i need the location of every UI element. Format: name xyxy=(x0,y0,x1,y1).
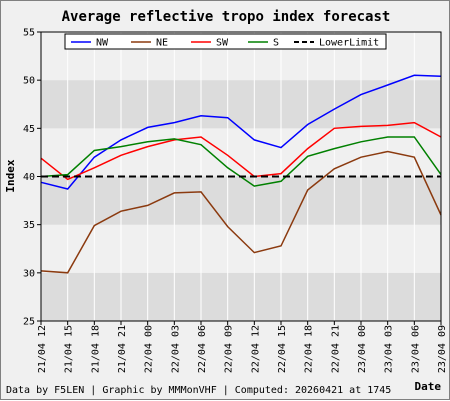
x-tick-label: 22/04 06 xyxy=(197,325,208,373)
footer-credits: Data by F5LEN | Graphic by MMMonVHF | Co… xyxy=(6,385,391,396)
plot-band xyxy=(41,128,441,177)
x-tick-label: 23/04 06 xyxy=(410,325,421,373)
legend-label-ne: NE xyxy=(156,38,168,49)
x-tick-label: 22/04 09 xyxy=(224,325,235,373)
x-tick-label: 22/04 18 xyxy=(304,325,315,373)
y-axis-ticks: 25 30 35 40 45 50 55 xyxy=(23,28,41,328)
plot-background xyxy=(41,32,441,321)
x-tick-label: 21/04 21 xyxy=(117,325,128,373)
series-layer xyxy=(40,74,442,274)
series-line-ne xyxy=(40,150,442,274)
y-tick-label: 50 xyxy=(23,76,35,87)
plot-band xyxy=(41,80,441,129)
plot-band xyxy=(41,176,441,225)
legend-label-nw: NW xyxy=(96,38,109,49)
x-axis-label: Date xyxy=(415,380,442,393)
y-tick-label: 35 xyxy=(23,220,35,231)
y-tick-label: 25 xyxy=(23,317,35,328)
plot-band xyxy=(41,272,441,321)
y-tick-label: 55 xyxy=(23,28,35,39)
x-tick-label: 22/04 21 xyxy=(330,325,341,373)
x-tick-label: 22/04 12 xyxy=(250,325,261,373)
x-tick-label: 22/04 03 xyxy=(170,325,181,373)
legend-label-sw: SW xyxy=(216,38,229,49)
y-tick-label: 40 xyxy=(23,172,35,183)
x-tick-label: 23/04 00 xyxy=(357,325,368,373)
x-tick-label: 21/04 15 xyxy=(64,325,75,373)
series-line-sw xyxy=(40,121,442,181)
x-axis-ticks: 21/04 12 21/04 15 21/04 18 21/04 21 22/04 00… xyxy=(37,321,448,373)
y-tick-label: 30 xyxy=(23,268,35,279)
legend: NW NE SW S LowerLimit xyxy=(64,33,387,50)
y-axis-label: Index xyxy=(4,159,17,192)
legend-label-s: S xyxy=(273,38,279,49)
x-tick-label: 23/04 09 xyxy=(437,325,448,373)
y-tick-label: 45 xyxy=(23,124,35,135)
x-tick-label: 21/04 18 xyxy=(90,325,101,373)
x-tick-label: 23/04 03 xyxy=(384,325,395,373)
legend-box xyxy=(64,33,387,50)
x-tick-label: 22/04 00 xyxy=(144,325,155,373)
x-tick-label: 22/04 15 xyxy=(277,325,288,373)
plot-band xyxy=(41,224,441,273)
x-tick-label: 21/04 12 xyxy=(37,325,48,373)
legend-label-lowerlimit: LowerLimit xyxy=(319,38,379,49)
chart-title: Average reflective tropo index forecast xyxy=(62,9,391,25)
